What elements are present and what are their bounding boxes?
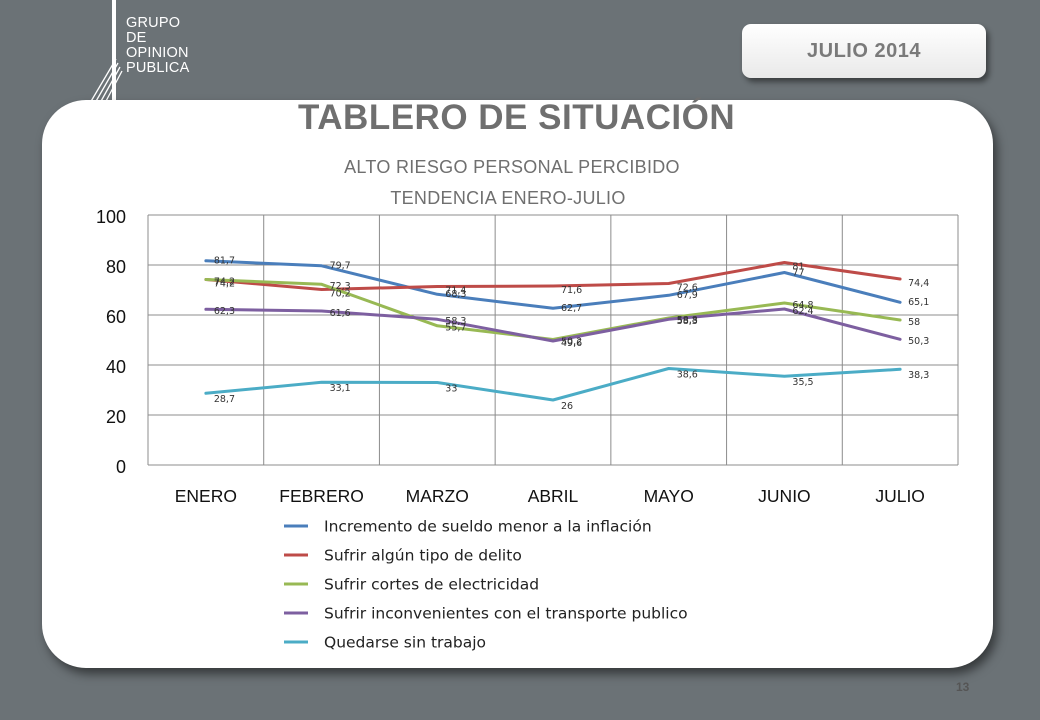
- data-label: 70,2: [330, 289, 351, 300]
- data-label: 58: [908, 317, 920, 328]
- y-tick-label: 100: [96, 207, 126, 227]
- data-label: 49,6: [561, 338, 582, 349]
- data-label: 58,3: [445, 316, 466, 327]
- data-label: 38,3: [908, 370, 929, 381]
- data-label: 28,7: [214, 394, 235, 405]
- data-label: 74,2: [214, 279, 235, 290]
- legend-label: Sufrir algún tipo de delito: [324, 547, 522, 565]
- series-line: [204, 259, 902, 310]
- data-label: 33,1: [330, 383, 351, 394]
- content-card: [42, 100, 993, 668]
- y-tick-label: 80: [106, 257, 126, 277]
- logo-lines-icon: [89, 58, 123, 104]
- x-tick-label: ENERO: [175, 486, 237, 506]
- data-label: 35,5: [792, 377, 813, 388]
- y-tick-label: 40: [106, 357, 126, 377]
- x-tick-label: ABRIL: [528, 486, 579, 506]
- series-line: [204, 261, 902, 291]
- page-title: TABLERO DE SITUACIÓN: [298, 98, 736, 137]
- data-label: 71,6: [561, 285, 582, 296]
- date-badge: JULIO 2014: [742, 24, 986, 78]
- logo-text: GRUPO DE OPINION PUBLICA: [126, 16, 189, 76]
- data-label: 58,8: [677, 315, 698, 326]
- data-label: 62,3: [214, 306, 235, 317]
- data-label: 50,2: [561, 336, 582, 347]
- logo-line: DE: [126, 30, 147, 46]
- series-line: [204, 307, 902, 343]
- series-line: [204, 367, 902, 402]
- data-label: 79,7: [330, 261, 351, 272]
- y-tick-label: 60: [106, 307, 126, 327]
- page-number: 13: [956, 680, 970, 694]
- data-label: 33: [445, 383, 457, 394]
- legend-label: Sufrir inconvenientes con el transporte …: [324, 605, 688, 623]
- y-tick-label: 20: [106, 407, 126, 427]
- x-tick-label: JUNIO: [758, 486, 811, 506]
- logo-line: GRUPO: [126, 15, 181, 31]
- x-tick-label: MARZO: [406, 486, 469, 506]
- data-label: 72,3: [330, 281, 351, 292]
- data-label: 74,4: [908, 278, 929, 289]
- data-label: 62,4: [792, 306, 813, 317]
- legend-label: Incremento de sueldo menor a la inflació…: [324, 518, 652, 536]
- data-label: 81: [792, 262, 804, 273]
- chart-title: ALTO RIESGO PERSONAL PERCIBIDO: [344, 157, 680, 177]
- data-label: 38,6: [677, 369, 698, 380]
- logo-bar: [112, 0, 116, 112]
- legend-label: Sufrir cortes de electricidad: [324, 576, 539, 594]
- data-label: 71,4: [445, 286, 466, 297]
- x-tick-label: MAYO: [644, 486, 694, 506]
- data-label: 58,3: [677, 316, 698, 327]
- data-label: 55,7: [445, 323, 466, 334]
- legend-label: Quedarse sin trabajo: [324, 634, 486, 652]
- data-label: 26: [561, 401, 573, 412]
- data-label: 50,3: [908, 336, 929, 347]
- data-label: 72,6: [677, 283, 698, 294]
- data-label: 67,9: [677, 290, 698, 301]
- x-tick-label: JULIO: [875, 486, 925, 506]
- logo-line: PUBLICA: [126, 60, 190, 76]
- data-label: 77: [792, 267, 804, 278]
- x-tick-label: FEBRERO: [279, 486, 364, 506]
- data-label: 62,7: [561, 303, 582, 314]
- data-label: 81,7: [214, 256, 235, 267]
- data-label: 61,6: [330, 308, 351, 319]
- logo-line: OPINION: [126, 45, 189, 61]
- data-label: 64,8: [792, 300, 813, 311]
- data-label: 65,1: [908, 297, 929, 308]
- chart-subtitle: TENDENCIA ENERO-JULIO: [390, 188, 626, 208]
- data-label: 68,3: [445, 289, 466, 300]
- y-tick-label: 0: [116, 457, 126, 477]
- data-label: 74,2: [214, 276, 235, 287]
